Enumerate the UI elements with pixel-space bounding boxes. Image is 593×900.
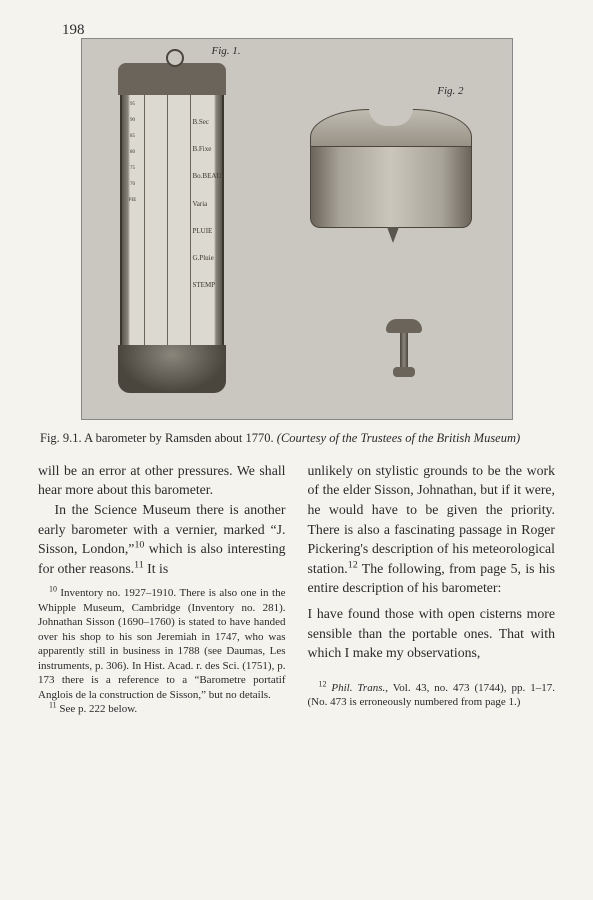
barometer-drawing: 95 90 85 80 75 70 PIE B.Sec B.Fixe Bo.BE… <box>118 63 226 403</box>
right-column: unlikely on stylistic grounds to be the … <box>308 461 556 717</box>
cistern-drawing <box>306 109 476 239</box>
footnote: 10 Inventory no. 1927–1910. There is als… <box>38 586 286 702</box>
barometer-base <box>118 345 226 393</box>
barometer-pediment <box>118 63 226 95</box>
cistern-notch <box>369 108 413 126</box>
block-quote: I have found those with open cisterns mo… <box>308 604 556 663</box>
left-column: will be an error at other pressures. We … <box>38 461 286 717</box>
scale-column-mid1 <box>145 95 168 345</box>
body-text: It is <box>144 561 169 576</box>
scale-column-left: 95 90 85 80 75 70 PIE <box>122 95 145 345</box>
scale-value: 95 <box>130 102 135 107</box>
cistern-spike <box>387 227 399 243</box>
scale-value: 85 <box>130 134 135 139</box>
body-paragraph: In the Science Museum there is another e… <box>38 500 286 578</box>
figure-illustration: Fig. 1. Fig. 2 95 90 85 80 75 70 PIE <box>81 38 513 420</box>
footnote-text-italic: Phil. Trans. <box>326 682 385 694</box>
barometer-body: 95 90 85 80 75 70 PIE B.Sec B.Fixe Bo.BE… <box>120 95 224 345</box>
page-number: 198 <box>62 22 85 39</box>
scale-label: STEMP <box>193 280 222 291</box>
footnote-ref: 12 <box>348 559 358 570</box>
footnotes-left: 10 Inventory no. 1927–1910. There is als… <box>38 586 286 717</box>
scale-label: Bo.BEAU <box>193 171 222 182</box>
footnote-ref: 10 <box>134 540 144 551</box>
scale-value: 70 <box>130 182 135 187</box>
body-paragraph: will be an error at other pressures. We … <box>38 461 286 500</box>
scale-label: B.Sec <box>193 117 222 128</box>
scale-value: 90 <box>130 118 135 123</box>
piece-cap <box>386 319 422 333</box>
footnote: 12 Phil. Trans., Vol. 43, no. 473 (1744)… <box>308 681 556 710</box>
scale-value: 75 <box>130 166 135 171</box>
scale-column-right: B.Sec B.Fixe Bo.BEAU Varia PLUIE G.Pluie… <box>191 95 222 345</box>
footnote-num: 11 <box>49 701 57 710</box>
body-text: unlikely on stylistic grounds to be the … <box>308 463 556 576</box>
figure-label-2: Fig. 2 <box>437 85 463 97</box>
footnote-num: 10 <box>49 585 57 594</box>
figure-caption: Fig. 9.1. A barometer by Ramsden about 1… <box>40 430 553 447</box>
scale-label: B.Fixe <box>193 144 222 155</box>
caption-credit: (Courtesy of the Trustees of the British… <box>277 431 520 445</box>
barometer-ring <box>166 49 184 67</box>
footnote: 11 See p. 222 below. <box>38 702 286 717</box>
body-paragraph: unlikely on stylistic grounds to be the … <box>308 461 556 598</box>
footnote-ref: 11 <box>134 559 144 570</box>
scale-label: G.Pluie <box>193 253 222 264</box>
small-piece-drawing <box>386 319 422 379</box>
two-column-body: will be an error at other pressures. We … <box>38 461 555 717</box>
scale-label: PLUIE <box>193 226 222 237</box>
scale-column-mid2 <box>168 95 191 345</box>
piece-base <box>393 367 415 377</box>
scale-value: 80 <box>130 150 135 155</box>
footnotes-right: 12 Phil. Trans., Vol. 43, no. 473 (1744)… <box>308 681 556 710</box>
scale-value: PIE <box>129 198 137 203</box>
scale-label: Varia <box>193 199 222 210</box>
piece-stem <box>400 333 408 367</box>
figure-label-1: Fig. 1. <box>212 45 241 57</box>
book-page: 198 Fig. 1. Fig. 2 95 90 85 80 75 70 PIE <box>0 0 593 900</box>
footnote-text: See p. 222 below. <box>57 703 138 715</box>
caption-text: Fig. 9.1. A barometer by Ramsden about 1… <box>40 431 277 445</box>
footnote-text: Inventory no. 1927–1910. There is also o… <box>38 587 286 701</box>
cistern-top <box>310 109 472 147</box>
cistern-body <box>310 147 472 228</box>
